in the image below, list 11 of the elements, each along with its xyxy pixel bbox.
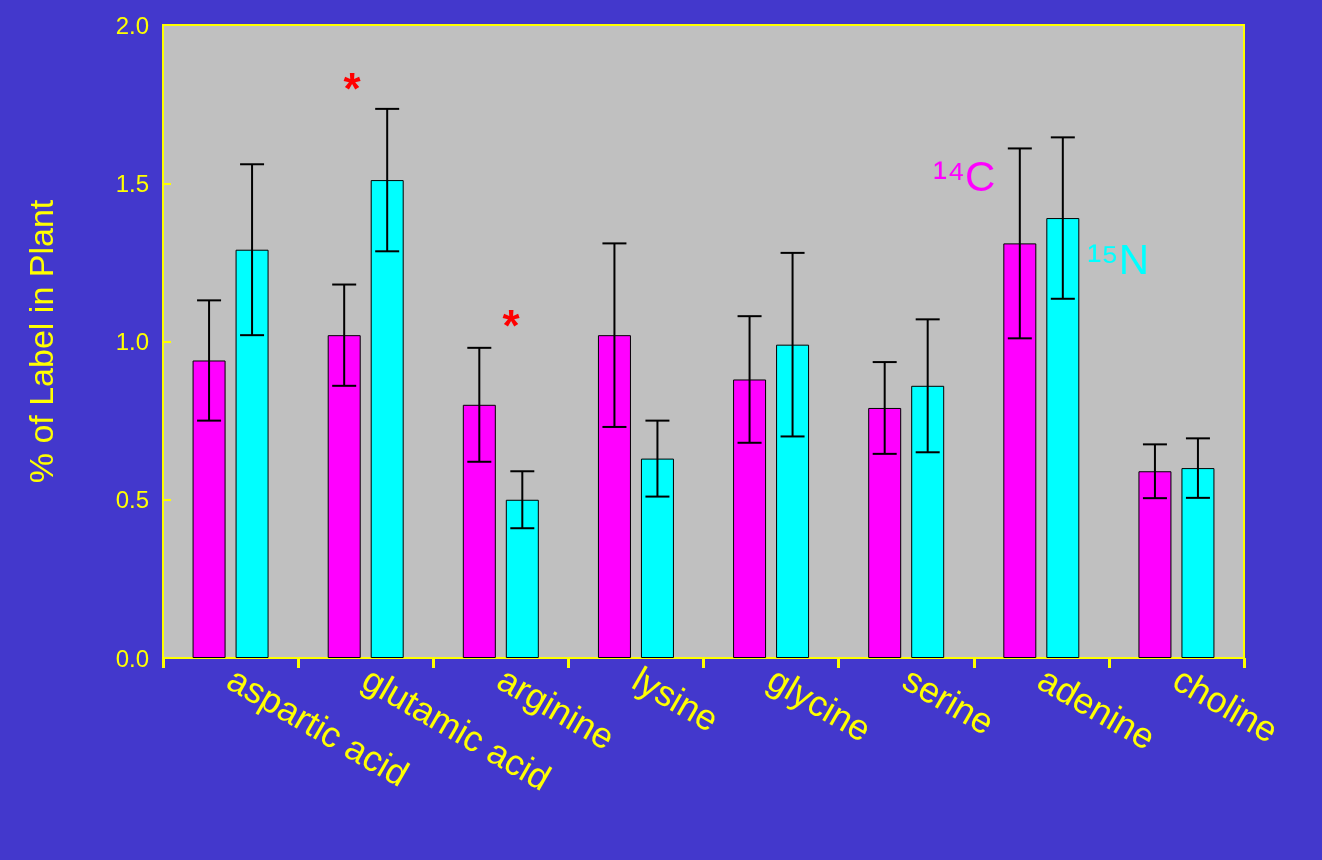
annotation: * [343,63,362,113]
y-tick-label: 1.0 [115,328,149,355]
y-tick-label: 0.0 [115,644,149,672]
annotation: * [502,300,521,350]
y-tick-label: 0.5 [115,486,149,514]
y-tick-label: 2.0 [115,11,149,39]
series-label: ¹⁵N [1087,235,1150,283]
series-label: ¹⁴C [932,152,996,200]
y-axis-title: % of Label in Plant [22,199,60,484]
x-tick-label: serine [895,658,1002,743]
y-tick-label: 1.5 [115,169,149,197]
